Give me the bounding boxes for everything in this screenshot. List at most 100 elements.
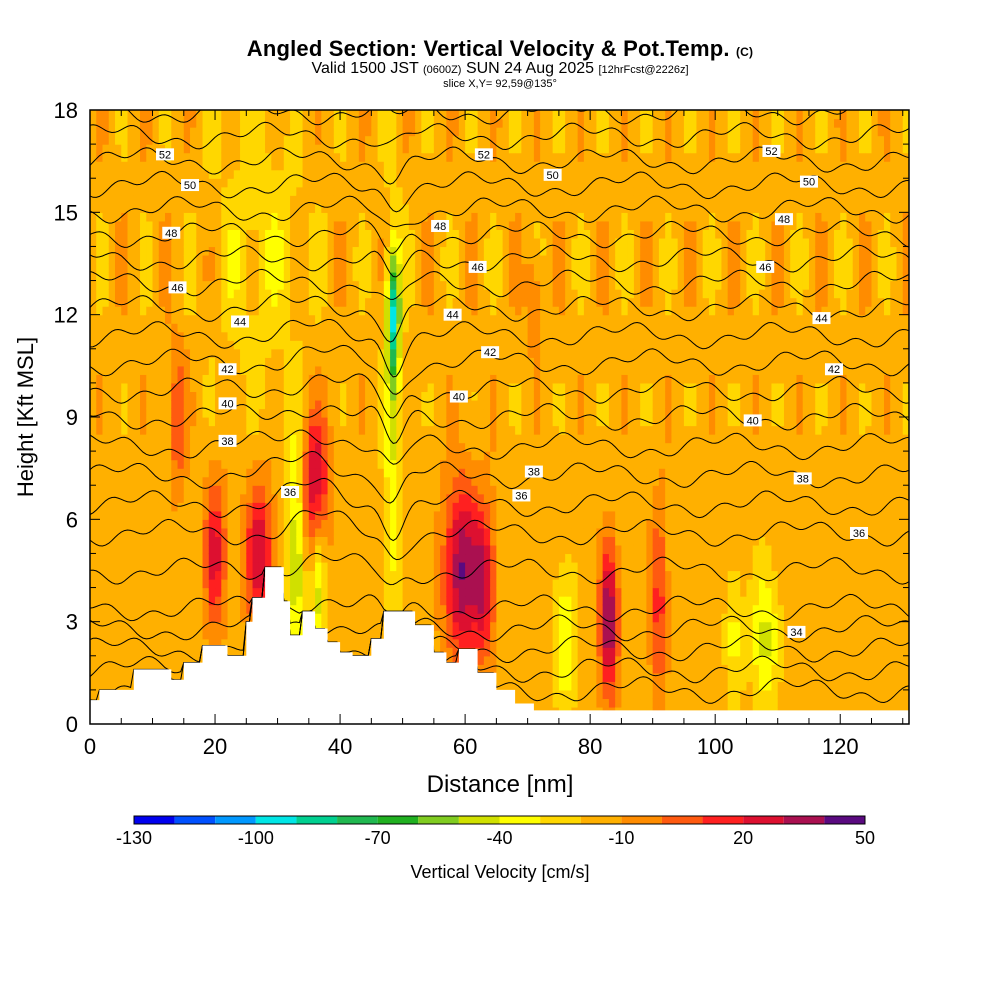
velocity-cell — [140, 596, 147, 606]
velocity-cell — [465, 613, 472, 623]
velocity-cell — [227, 408, 235, 418]
velocity-cell — [483, 604, 491, 614]
velocity-cell — [165, 510, 172, 520]
velocity-cell — [352, 451, 360, 461]
velocity-cell — [302, 289, 310, 299]
velocity-cell — [271, 417, 279, 427]
velocity-cell — [508, 621, 516, 631]
velocity-cell — [233, 417, 241, 427]
velocity-cell — [221, 527, 229, 537]
velocity-cell — [477, 365, 485, 375]
velocity-cell — [408, 203, 416, 213]
velocity-cell — [202, 152, 210, 162]
velocity-cell — [283, 399, 291, 410]
velocity-cell — [352, 340, 360, 350]
velocity-cell — [227, 502, 235, 512]
velocity-cell — [508, 544, 516, 555]
velocity-cell — [215, 357, 222, 367]
velocity-cell — [127, 476, 135, 486]
velocity-cell — [271, 536, 279, 546]
velocity-cell — [102, 664, 110, 674]
velocity-cell — [190, 212, 197, 222]
velocity-cell — [196, 365, 204, 375]
velocity-cell — [196, 229, 204, 239]
velocity-cell — [458, 340, 466, 350]
velocity-cell — [171, 596, 179, 606]
velocity-cell — [208, 220, 216, 230]
velocity-cell — [240, 237, 247, 248]
velocity-cell — [102, 527, 110, 537]
velocity-cell — [215, 263, 222, 273]
velocity-cell — [171, 638, 179, 648]
velocity-cell — [433, 630, 441, 640]
velocity-cell — [115, 596, 122, 606]
velocity-cell — [321, 280, 329, 290]
velocity-cell — [277, 246, 285, 256]
velocity-cell — [515, 297, 522, 307]
velocity-cell — [377, 596, 385, 606]
velocity-cell — [508, 391, 516, 401]
velocity-cell — [171, 297, 179, 307]
velocity-cell — [158, 289, 166, 299]
velocity-cell — [427, 382, 435, 393]
velocity-cell — [502, 220, 510, 230]
velocity-cell — [358, 237, 366, 248]
velocity-cell — [171, 655, 179, 665]
velocity-cell — [508, 272, 516, 282]
velocity-cell — [221, 417, 229, 427]
velocity-cell — [396, 331, 404, 341]
velocity-cell — [290, 144, 297, 154]
velocity-cell — [515, 169, 522, 179]
velocity-cell — [190, 144, 197, 154]
velocity-cell — [152, 664, 160, 674]
velocity-cell — [521, 681, 529, 691]
velocity-cell — [333, 519, 341, 529]
velocity-cell — [408, 323, 416, 333]
velocity-cell — [433, 118, 441, 128]
velocity-cell — [96, 570, 104, 580]
velocity-cell — [371, 297, 379, 307]
velocity-cell — [221, 357, 229, 367]
velocity-cell — [502, 425, 510, 435]
velocity-cell — [90, 561, 97, 572]
velocity-cell — [408, 297, 416, 307]
velocity-cell — [240, 502, 247, 512]
velocity-cell — [183, 451, 191, 461]
velocity-cell — [477, 331, 485, 341]
velocity-cell — [146, 408, 154, 418]
velocity-cell — [271, 212, 279, 222]
velocity-cell — [133, 348, 141, 358]
velocity-cell — [315, 425, 322, 435]
velocity-cell — [121, 323, 129, 333]
velocity-cell — [521, 596, 529, 606]
velocity-cell — [265, 152, 272, 162]
velocity-cell — [202, 186, 210, 196]
velocity-cell — [208, 613, 216, 623]
velocity-cell — [233, 110, 241, 120]
velocity-cell — [333, 340, 341, 350]
velocity-cell — [440, 510, 447, 520]
velocity-cell — [321, 425, 329, 435]
velocity-cell — [177, 587, 185, 597]
velocity-cell — [371, 161, 379, 171]
velocity-cell — [515, 664, 522, 674]
velocity-cell — [496, 135, 504, 145]
velocity-cell — [221, 451, 229, 461]
velocity-cell — [290, 297, 297, 307]
velocity-cell — [277, 152, 285, 162]
velocity-cell — [408, 186, 416, 196]
velocity-cell — [290, 434, 297, 444]
velocity-cell — [165, 161, 172, 171]
velocity-cell — [502, 570, 510, 580]
velocity-cell — [108, 135, 116, 145]
velocity-cell — [258, 451, 266, 461]
velocity-cell — [402, 374, 410, 384]
velocity-cell — [215, 399, 222, 410]
velocity-cell — [440, 186, 447, 196]
velocity-cell — [365, 203, 372, 213]
velocity-cell — [333, 621, 341, 631]
velocity-cell — [190, 561, 197, 572]
velocity-cell — [308, 203, 316, 213]
velocity-cell — [102, 672, 110, 682]
velocity-cell — [308, 152, 316, 162]
